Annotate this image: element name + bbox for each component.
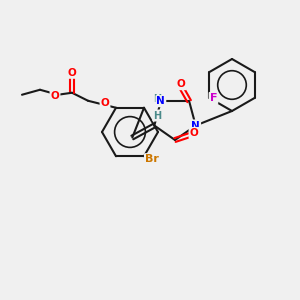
Text: O: O <box>51 91 59 101</box>
Text: F: F <box>210 93 217 103</box>
Text: O: O <box>100 98 109 108</box>
Text: O: O <box>190 128 198 138</box>
Text: H: H <box>153 94 161 104</box>
Text: Br: Br <box>145 154 159 164</box>
Text: O: O <box>68 68 76 78</box>
Text: H: H <box>153 110 161 121</box>
Text: N: N <box>191 121 200 130</box>
Text: N: N <box>157 96 165 106</box>
Text: O: O <box>177 79 185 89</box>
